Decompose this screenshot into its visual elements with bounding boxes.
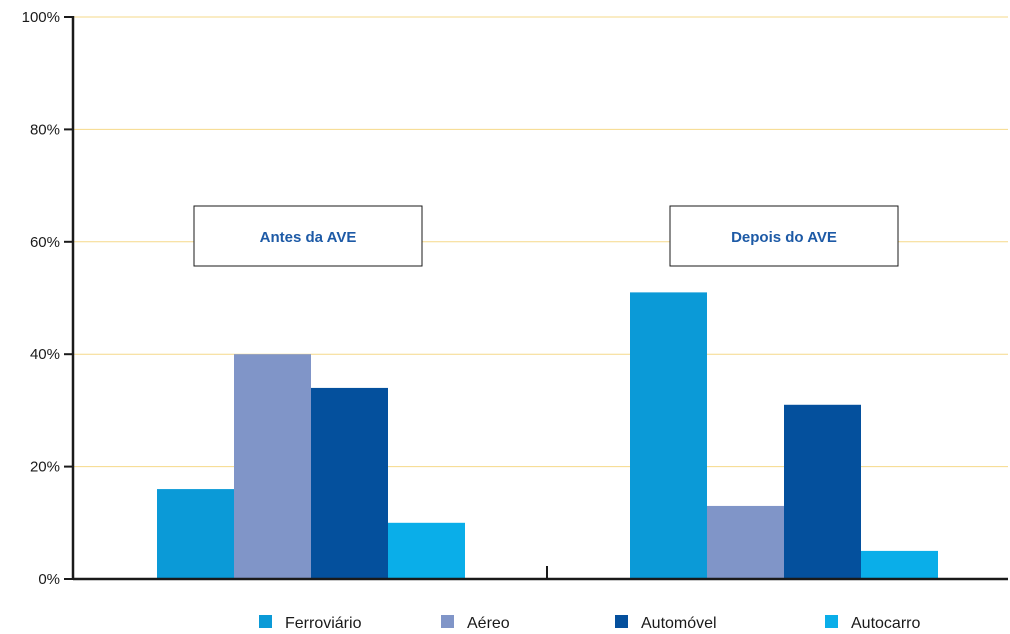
group-labels: Antes da AVE Depois do AVE <box>193 205 899 267</box>
group-label: Depois do AVE <box>731 229 837 246</box>
legend-label: Autocarro <box>851 615 920 632</box>
bar-1-3 <box>861 550 938 579</box>
legend: Ferroviário Aéreo Automóvel Autocarro <box>259 615 920 632</box>
legend-swatch <box>825 615 838 628</box>
bar-1-2 <box>784 404 861 579</box>
group-label: Antes da AVE <box>260 229 357 246</box>
y-tick-label: 0% <box>38 571 60 588</box>
legend-label: Automóvel <box>641 615 717 632</box>
group-label-box <box>193 205 423 267</box>
bar-0-0 <box>157 489 234 579</box>
y-tick-label: 80% <box>30 121 60 138</box>
bar-0-3 <box>388 522 465 579</box>
group-label-box <box>669 205 899 267</box>
legend-swatch <box>441 615 454 628</box>
legend-label: Aéreo <box>467 615 510 632</box>
y-tick-label: 40% <box>30 346 60 363</box>
bar-1-0 <box>630 292 707 579</box>
y-tick-label: 60% <box>30 234 60 251</box>
bar-0-2 <box>311 387 388 579</box>
bar-0-1 <box>234 354 311 579</box>
bars <box>157 292 938 579</box>
y-tick-label: 20% <box>30 459 60 476</box>
legend-swatch <box>259 615 272 628</box>
legend-swatch <box>615 615 628 628</box>
bar-1-1 <box>707 505 784 579</box>
legend-label: Ferroviário <box>285 615 362 632</box>
axes: 0% 20% 40% 60% 80% 100% <box>22 9 1008 588</box>
y-tick-label: 100% <box>22 9 60 26</box>
